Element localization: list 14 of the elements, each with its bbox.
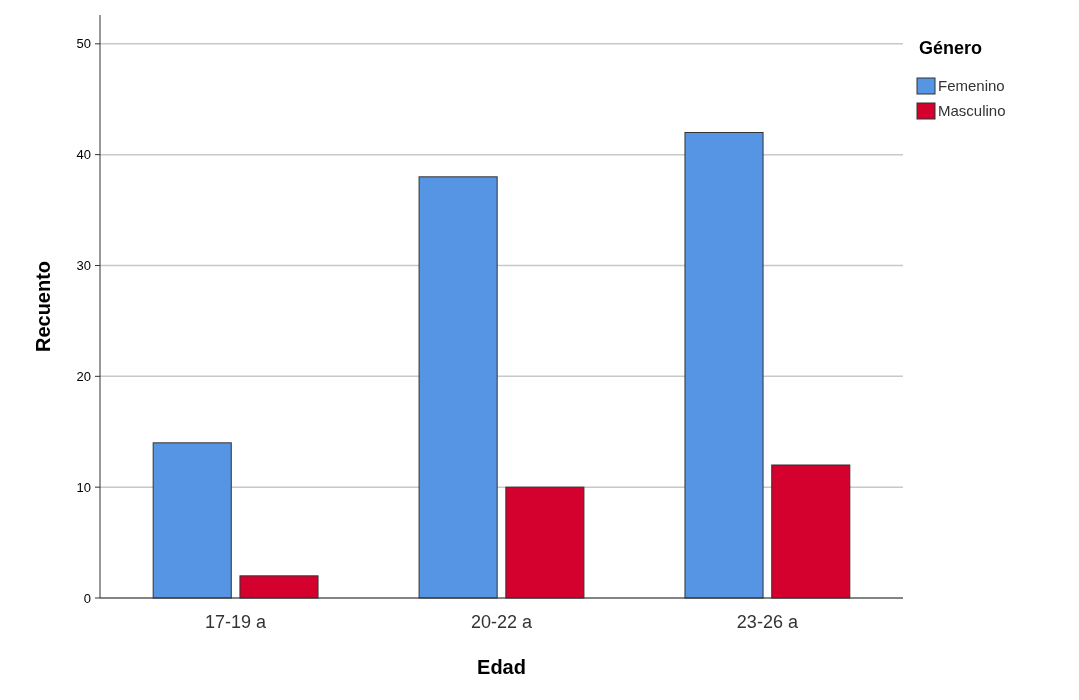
legend-label: Masculino (938, 102, 1006, 120)
y-axis-title: Recuento (32, 260, 54, 353)
y-tick-label: 40 (76, 147, 91, 163)
x-tick-label: 20-22 a (470, 612, 534, 632)
legend-title: Género (919, 38, 983, 58)
x-tick-label: 23-26 a (736, 612, 799, 632)
y-tick-label: 20 (76, 368, 91, 384)
y-tick-label: 0 (83, 590, 91, 606)
x-axis-title: Edad (477, 656, 526, 678)
y-tick-label: 30 (76, 258, 91, 274)
x-tick-label: 17-19 a (205, 612, 268, 632)
y-tick-label: 10 (76, 479, 91, 495)
y-tick-label: 50 (76, 36, 91, 52)
legend-label: Femenino (938, 77, 1005, 95)
